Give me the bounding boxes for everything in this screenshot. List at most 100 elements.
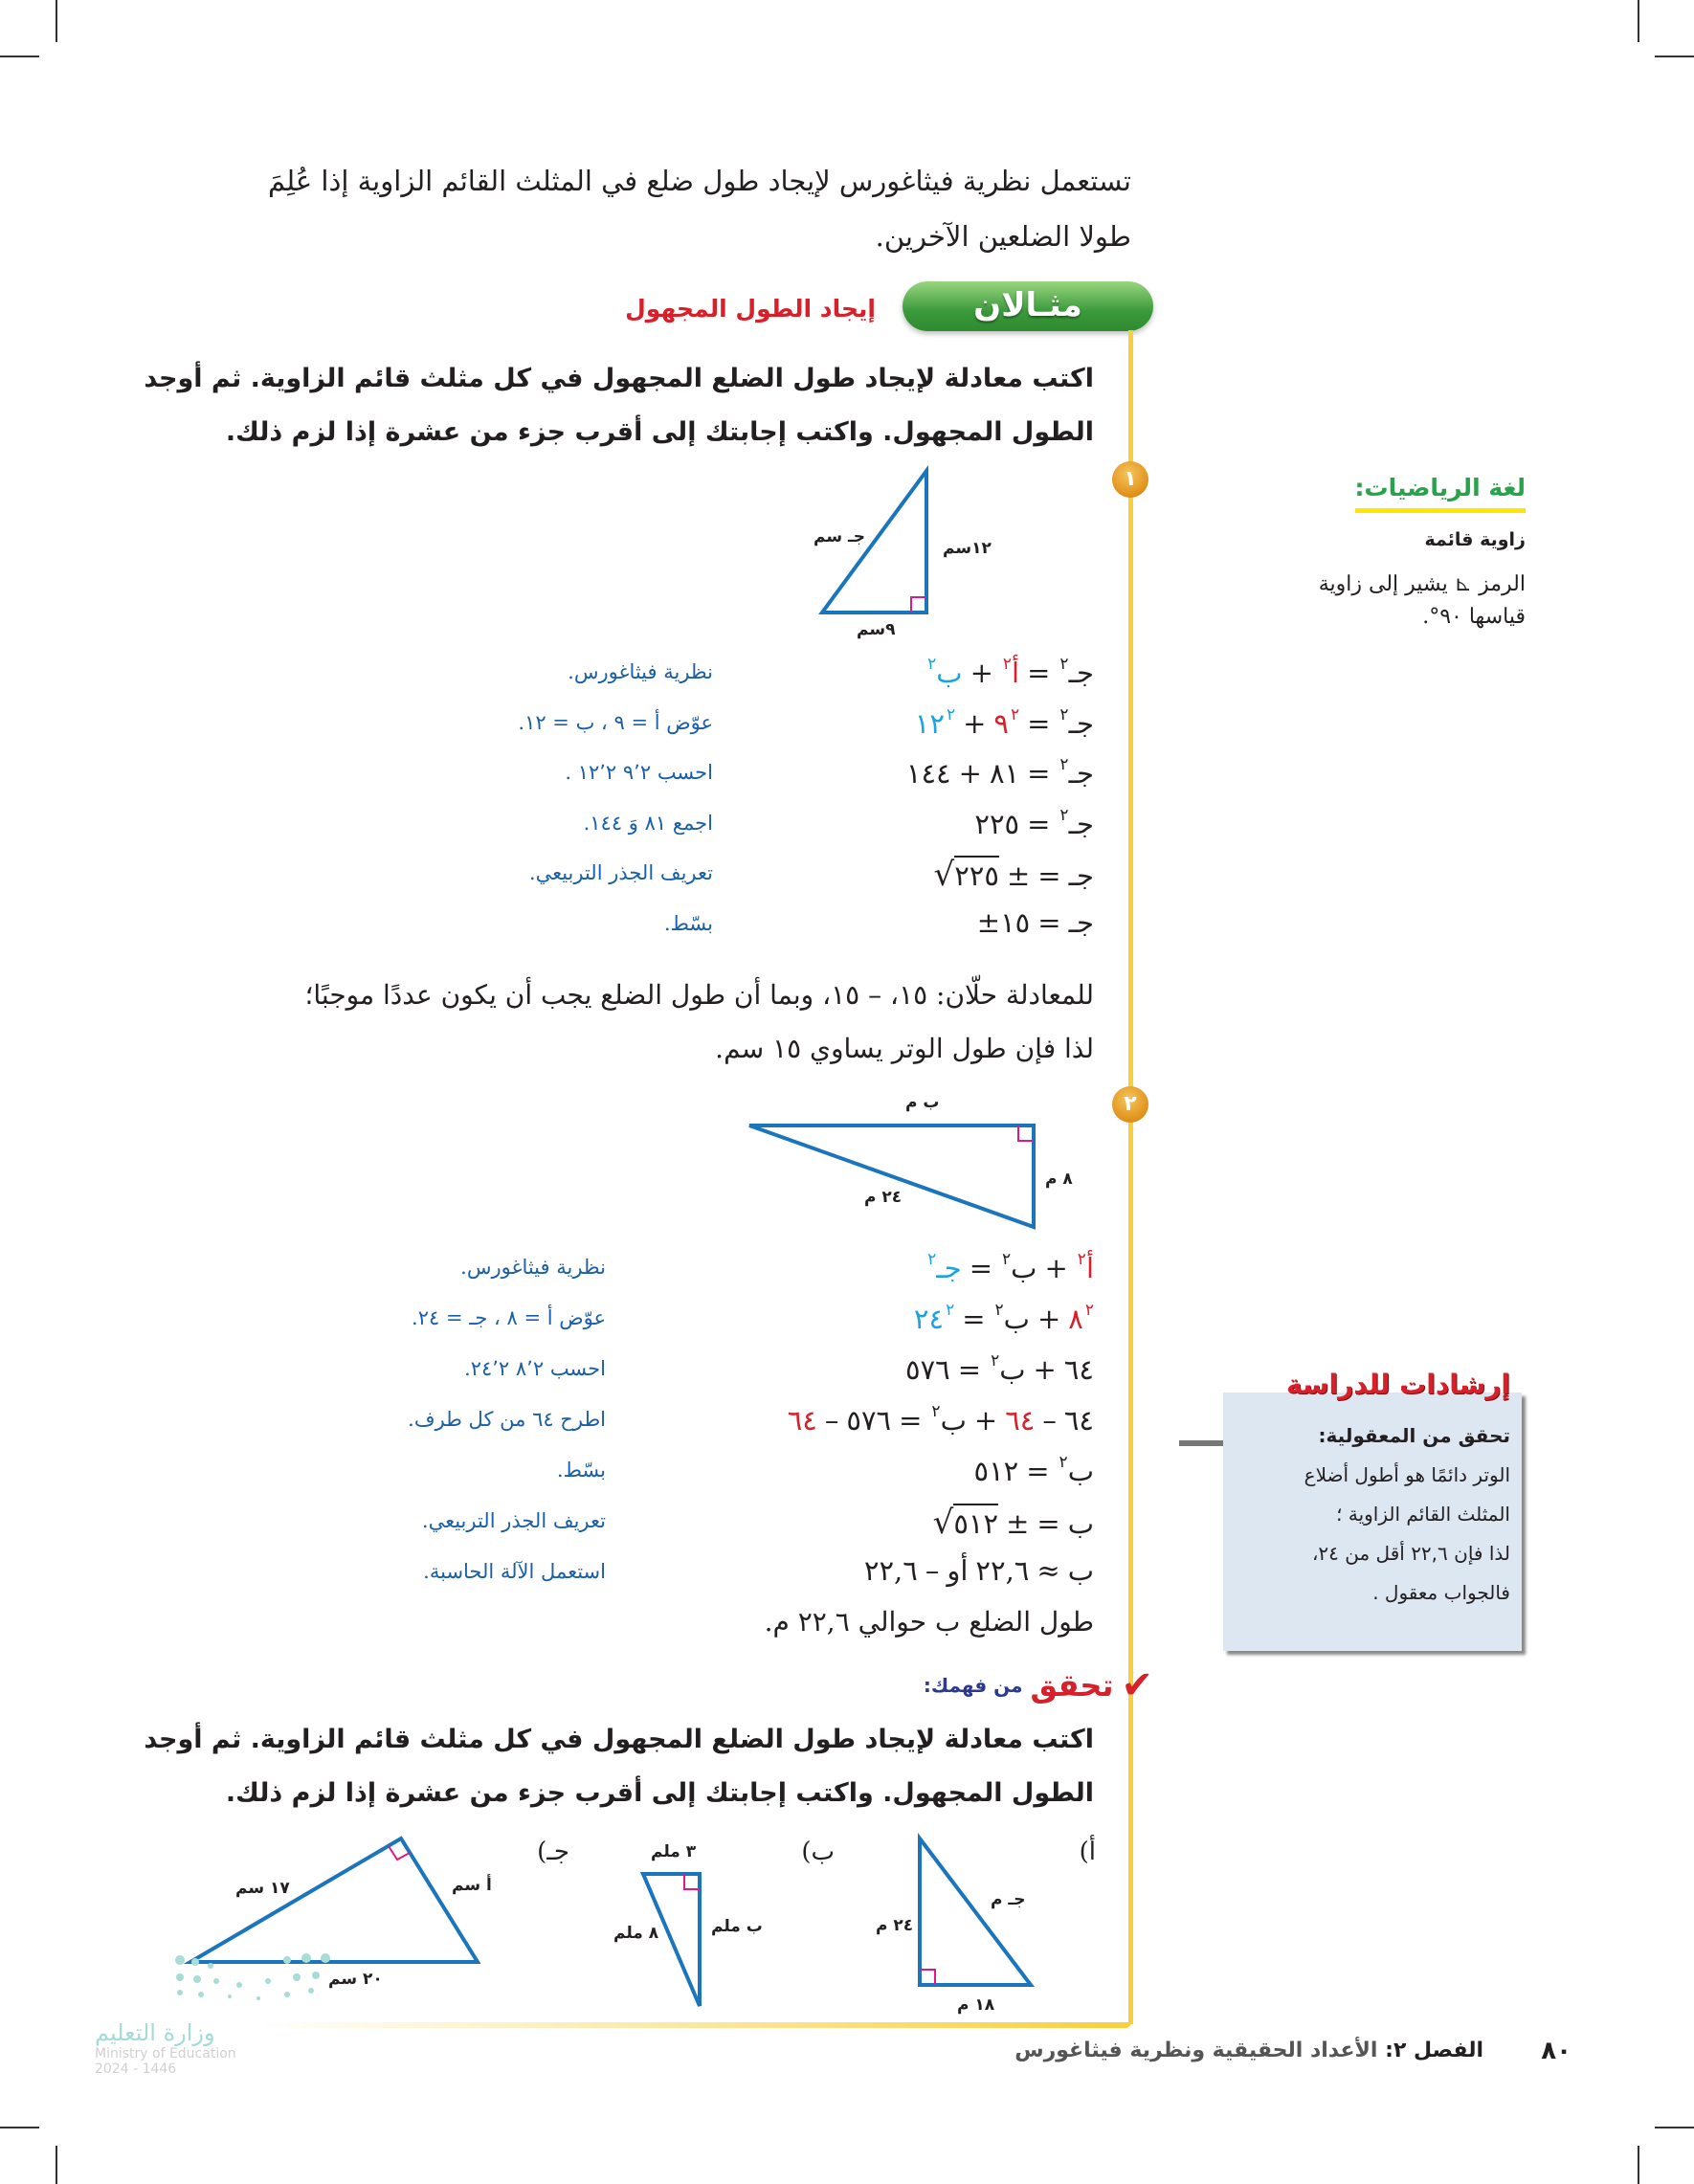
square-root-term: √ ٥١٢ xyxy=(932,1504,999,1542)
equation-row: جـ٢ = ٢٢٥ xyxy=(974,806,1094,840)
equation-term: = xyxy=(958,1353,981,1386)
term-text: ٦٤ xyxy=(787,1404,817,1437)
equation-term: ب٢ xyxy=(1058,1453,1094,1487)
exponent: ٢ xyxy=(1059,1453,1068,1472)
vocab-title: لغة الرياضيات: xyxy=(1354,474,1526,501)
instruction-line: الطول المجهول. واكتب إجابتك إلى أقرب جزء… xyxy=(225,417,1094,447)
radical-icon: √ xyxy=(933,856,955,894)
equation-term: ١٢ ٢ xyxy=(915,705,955,740)
chapter-label: الفصل ٢: xyxy=(1385,2039,1483,2062)
term-text: = xyxy=(899,1404,923,1437)
equation-term: ب٢ xyxy=(989,1351,1025,1386)
study-tips-line: الوتر دائمًا هو أطول أضلاع xyxy=(1304,1463,1510,1486)
equation-row: جـ٢ = أ٢ + ب٢ xyxy=(925,655,1094,689)
example-instructions: اكتب معادلة لإيجاد طول الضلع المجهول في … xyxy=(144,352,1094,459)
exponent: ٢ xyxy=(1059,655,1069,674)
side-label: ٩سم xyxy=(857,620,896,639)
study-tips-box xyxy=(1223,1393,1522,1651)
term-text: جـ xyxy=(1068,905,1094,939)
exercise-label-a: أ) xyxy=(1079,1838,1096,1866)
term-text: ب xyxy=(1067,1507,1094,1540)
term-text: ٢٢,٦ xyxy=(975,1554,1030,1587)
exponent: ٢ xyxy=(994,1301,1004,1320)
example-title: إيجاد الطول المجهول xyxy=(625,295,876,323)
equation-term: أو xyxy=(947,1554,968,1587)
logo-english: Ministry of Education xyxy=(95,2046,236,2061)
check-title: تحقق xyxy=(1030,1667,1114,1704)
equation-term: + xyxy=(963,707,986,740)
term-text: ٩ xyxy=(993,706,1009,740)
exercise-triangle-a xyxy=(918,1833,1036,1987)
term-text: جـ xyxy=(1068,757,1094,790)
term-text: + xyxy=(1036,1303,1061,1335)
term-text: ٨ xyxy=(1068,1303,1083,1335)
equation-term: ٦٤ xyxy=(788,1404,817,1437)
term-text: جـ xyxy=(1068,657,1094,689)
equation-term: = xyxy=(1027,757,1050,790)
term-text: أ xyxy=(1085,1252,1094,1284)
equation-term: ٢٢,٦ xyxy=(864,1554,918,1587)
equation-term: أ٢ xyxy=(1001,655,1019,689)
equation-term: = xyxy=(970,1252,992,1284)
study-tips-title: إرشادات للدراسة xyxy=(1286,1369,1510,1400)
exponent: ٢ xyxy=(946,1301,955,1320)
equation-row: جـ = ± √ ٢٢٥ xyxy=(934,856,1094,894)
logo-year: 2024 - 1446 xyxy=(95,2061,177,2077)
exponent: ٢ xyxy=(991,1351,1000,1371)
triangle-2 xyxy=(748,1124,1036,1230)
term-text: + xyxy=(973,1404,998,1437)
term-text: + xyxy=(963,706,987,740)
equation-term: – xyxy=(925,1554,940,1587)
equation-term: ٥٧٦ xyxy=(846,1404,891,1437)
equation-term: ±١٥ xyxy=(977,906,1030,939)
equation-row: ب ≈٢٢,٦ أو –٢٢,٦ xyxy=(864,1554,1094,1587)
step-reason: عوّض أ = ٩ ، ب = ١٢. xyxy=(518,710,713,734)
term-text: ≈ xyxy=(1036,1554,1060,1587)
radical-icon: √ xyxy=(932,1504,954,1542)
exponent: ٢ xyxy=(946,704,956,724)
page-number: ٨٠ xyxy=(1541,2037,1571,2065)
term-text: = xyxy=(1027,807,1051,840)
right-angle-marker xyxy=(920,1969,936,1985)
right-angle-marker xyxy=(910,596,926,613)
term-text: أو xyxy=(947,1554,969,1587)
equation-term: + xyxy=(970,657,993,689)
equation-term: ب xyxy=(1068,1554,1094,1587)
crop-mark xyxy=(1655,56,1694,57)
term-text: ب xyxy=(1067,1554,1094,1587)
step-reason: نظرية فيثاغورس. xyxy=(460,1256,606,1279)
term-text: ب xyxy=(936,657,963,689)
check-header: ✔ تحقق من فهمك: xyxy=(924,1663,1153,1707)
crop-mark xyxy=(1638,2146,1639,2184)
term-text: = xyxy=(1027,757,1051,790)
side-label: ١٢سم xyxy=(943,539,992,558)
equation-term: = xyxy=(1027,657,1050,689)
term-text: = xyxy=(1036,1507,1060,1540)
equation-term: – xyxy=(1042,1404,1057,1437)
equation-term: جـ٢ xyxy=(1058,705,1094,740)
equation-term: جـ٢ xyxy=(1058,806,1094,840)
equation-row: ٨ ٢ + ب٢ = ٢٤ ٢ xyxy=(914,1301,1094,1335)
equation-term: جـ xyxy=(1069,906,1094,939)
equation-term: + xyxy=(974,1404,997,1437)
term-text: = xyxy=(1037,905,1061,939)
study-tips-line: فالجواب معقول . xyxy=(1372,1581,1510,1604)
radicand: ٢٢٥ xyxy=(954,856,999,892)
equation-term: + xyxy=(1044,1252,1067,1284)
term-text: ١٤٤ xyxy=(905,757,951,790)
equation-term: ٢٢,٦ xyxy=(975,1554,1029,1587)
side-label: ٨ م xyxy=(1045,1170,1073,1189)
check-instructions: اكتب معادلة لإيجاد طول الضلع المجهول في … xyxy=(144,1713,1094,1820)
term-text: = xyxy=(1027,706,1051,740)
equation-term: + xyxy=(959,757,982,790)
step-reason: اطرح ٦٤ من كل طرف. xyxy=(408,1408,606,1431)
term-text: + xyxy=(1033,1353,1057,1386)
equation-term: أ٢ xyxy=(1076,1250,1094,1284)
study-tips-line: لذا فإن ٢٢,٦ أقل من ٢٤، xyxy=(1311,1542,1510,1565)
radicand: ٥١٢ xyxy=(953,1504,999,1540)
exponent: ٢ xyxy=(1002,655,1013,674)
equation-term: ٦٤ xyxy=(1064,1353,1094,1386)
term-text: ٥٧٦ xyxy=(846,1404,892,1437)
term-text: ٦٤ xyxy=(1063,1353,1094,1386)
